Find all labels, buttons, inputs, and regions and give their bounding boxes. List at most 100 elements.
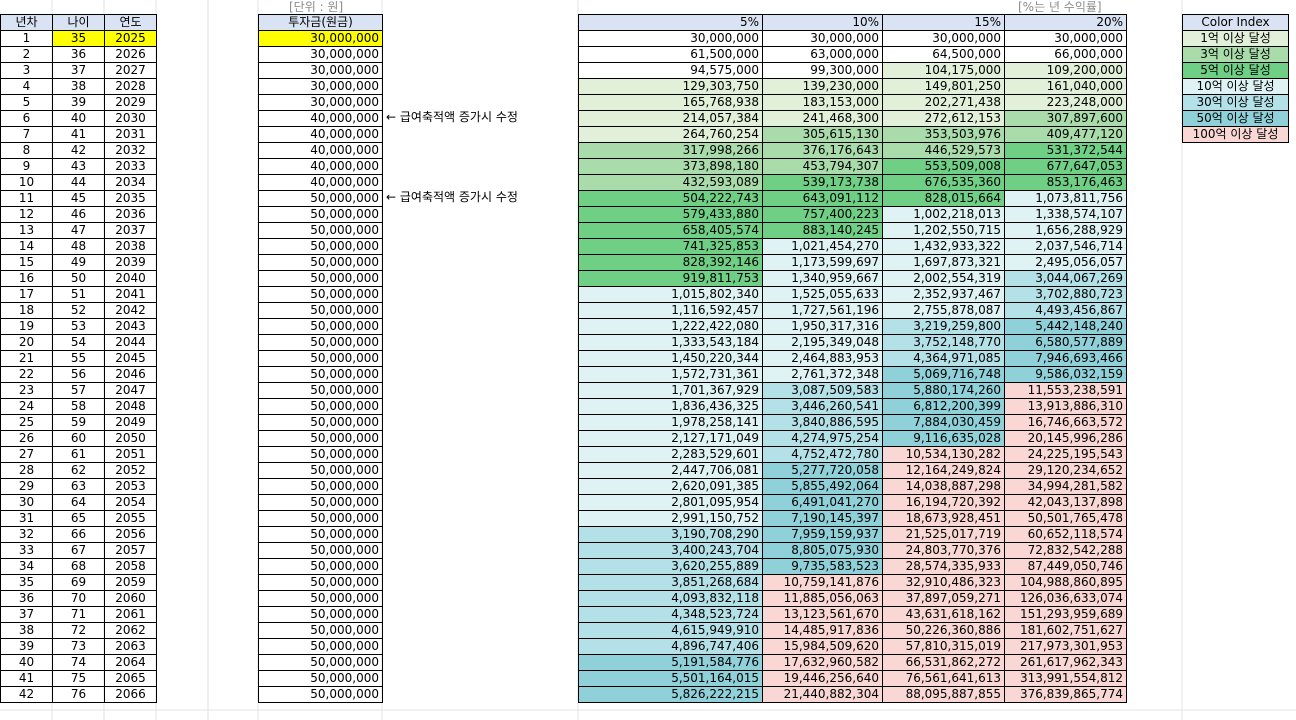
cell-return-5[interactable]: 4,093,832,118 xyxy=(578,590,763,607)
cell-year-index[interactable]: 28 xyxy=(0,462,53,479)
cell-return-20[interactable]: 376,839,865,774 xyxy=(1004,686,1127,703)
cell-year-index[interactable]: 38 xyxy=(0,622,53,639)
cell-return-10[interactable]: 1,950,317,316 xyxy=(762,318,883,335)
cell-return-5[interactable]: 2,801,095,954 xyxy=(578,494,763,511)
cell-return-10[interactable]: 1,727,561,196 xyxy=(762,302,883,319)
cell-return-15[interactable]: 446,529,573 xyxy=(882,142,1005,159)
cell-return-10[interactable]: 1,340,959,667 xyxy=(762,270,883,287)
cell-return-15[interactable]: 149,801,250 xyxy=(882,78,1005,95)
cell-investment[interactable]: 50,000,000 xyxy=(258,254,383,271)
cell-investment[interactable]: 50,000,000 xyxy=(258,334,383,351)
cell-return-10[interactable]: 63,000,000 xyxy=(762,46,883,63)
cell-year-index[interactable]: 9 xyxy=(0,158,53,175)
cell-return-10[interactable]: 13,123,561,670 xyxy=(762,606,883,623)
cell-age[interactable]: 45 xyxy=(52,190,105,207)
cell-return-20[interactable]: 151,293,959,689 xyxy=(1004,606,1127,623)
cell-investment[interactable]: 50,000,000 xyxy=(258,686,383,703)
cell-return-5[interactable]: 432,593,089 xyxy=(578,174,763,191)
cell-return-20[interactable]: 13,913,886,310 xyxy=(1004,398,1127,415)
cell-age[interactable]: 59 xyxy=(52,414,105,431)
cell-return-20[interactable]: 29,120,234,652 xyxy=(1004,462,1127,479)
cell-age[interactable]: 52 xyxy=(52,302,105,319)
cell-return-20[interactable]: 20,145,996,286 xyxy=(1004,430,1127,447)
cell-age[interactable]: 43 xyxy=(52,158,105,175)
cell-return-10[interactable]: 183,153,000 xyxy=(762,94,883,111)
cell-return-10[interactable]: 4,752,472,780 xyxy=(762,446,883,463)
cell-return-15[interactable]: 12,164,249,824 xyxy=(882,462,1005,479)
cell-year-index[interactable]: 25 xyxy=(0,414,53,431)
cell-return-20[interactable]: 2,037,546,714 xyxy=(1004,238,1127,255)
cell-return-20[interactable]: 4,493,456,867 xyxy=(1004,302,1127,319)
cell-year-index[interactable]: 40 xyxy=(0,654,53,671)
cell-return-20[interactable]: 223,248,000 xyxy=(1004,94,1127,111)
cell-year[interactable]: 2053 xyxy=(104,478,157,495)
cell-return-10[interactable]: 4,274,975,254 xyxy=(762,430,883,447)
cell-age[interactable]: 40 xyxy=(52,110,105,127)
cell-year-index[interactable]: 33 xyxy=(0,542,53,559)
cell-year[interactable]: 2049 xyxy=(104,414,157,431)
cell-year[interactable]: 2026 xyxy=(104,46,157,63)
cell-return-5[interactable]: 2,127,171,049 xyxy=(578,430,763,447)
cell-return-15[interactable]: 5,880,174,260 xyxy=(882,382,1005,399)
cell-return-5[interactable]: 1,572,731,361 xyxy=(578,366,763,383)
cell-investment[interactable]: 50,000,000 xyxy=(258,558,383,575)
cell-return-10[interactable]: 7,959,159,937 xyxy=(762,526,883,543)
cell-year[interactable]: 2051 xyxy=(104,446,157,463)
cell-age[interactable]: 68 xyxy=(52,558,105,575)
cell-return-5[interactable]: 61,500,000 xyxy=(578,46,763,63)
cell-return-5[interactable]: 129,303,750 xyxy=(578,78,763,95)
cell-age[interactable]: 39 xyxy=(52,94,105,111)
cell-investment[interactable]: 50,000,000 xyxy=(258,606,383,623)
cell-return-20[interactable]: 6,580,577,889 xyxy=(1004,334,1127,351)
cell-return-20[interactable]: 16,746,663,572 xyxy=(1004,414,1127,431)
cell-age[interactable]: 48 xyxy=(52,238,105,255)
cell-year-index[interactable]: 17 xyxy=(0,286,53,303)
cell-age[interactable]: 36 xyxy=(52,46,105,63)
cell-return-10[interactable]: 1,021,454,270 xyxy=(762,238,883,255)
cell-investment[interactable]: 30,000,000 xyxy=(258,46,383,63)
cell-return-10[interactable]: 17,632,960,582 xyxy=(762,654,883,671)
cell-investment[interactable]: 50,000,000 xyxy=(258,542,383,559)
cell-age[interactable]: 51 xyxy=(52,286,105,303)
cell-return-5[interactable]: 1,222,422,080 xyxy=(578,318,763,335)
cell-investment[interactable]: 40,000,000 xyxy=(258,174,383,191)
cell-investment[interactable]: 50,000,000 xyxy=(258,382,383,399)
cell-return-5[interactable]: 1,333,543,184 xyxy=(578,334,763,351)
cell-year-index[interactable]: 14 xyxy=(0,238,53,255)
cell-investment[interactable]: 50,000,000 xyxy=(258,574,383,591)
legend-item[interactable]: 5억 이상 달성 xyxy=(1182,62,1289,79)
cell-investment[interactable]: 50,000,000 xyxy=(258,366,383,383)
cell-investment[interactable]: 40,000,000 xyxy=(258,110,383,127)
cell-age[interactable]: 60 xyxy=(52,430,105,447)
cell-age[interactable]: 42 xyxy=(52,142,105,159)
cell-age[interactable]: 58 xyxy=(52,398,105,415)
cell-age[interactable]: 37 xyxy=(52,62,105,79)
cell-return-5[interactable]: 1,450,220,344 xyxy=(578,350,763,367)
cell-age[interactable]: 50 xyxy=(52,270,105,287)
cell-return-5[interactable]: 5,501,164,015 xyxy=(578,670,763,687)
cell-return-10[interactable]: 539,173,738 xyxy=(762,174,883,191)
cell-year-index[interactable]: 22 xyxy=(0,366,53,383)
cell-investment[interactable]: 50,000,000 xyxy=(258,302,383,319)
cell-return-20[interactable]: 11,553,238,591 xyxy=(1004,382,1127,399)
cell-age[interactable]: 46 xyxy=(52,206,105,223)
cell-return-10[interactable]: 99,300,000 xyxy=(762,62,883,79)
cell-investment[interactable]: 50,000,000 xyxy=(258,494,383,511)
cell-year[interactable]: 2028 xyxy=(104,78,157,95)
cell-age[interactable]: 47 xyxy=(52,222,105,239)
cell-age[interactable]: 63 xyxy=(52,478,105,495)
cell-year[interactable]: 2056 xyxy=(104,526,157,543)
cell-year-index[interactable]: 21 xyxy=(0,350,53,367)
cell-return-5[interactable]: 2,620,091,385 xyxy=(578,478,763,495)
cell-age[interactable]: 41 xyxy=(52,126,105,143)
cell-return-5[interactable]: 4,348,523,724 xyxy=(578,606,763,623)
cell-age[interactable]: 72 xyxy=(52,622,105,639)
cell-year[interactable]: 2036 xyxy=(104,206,157,223)
cell-return-15[interactable]: 88,095,887,855 xyxy=(882,686,1005,703)
cell-return-5[interactable]: 94,575,000 xyxy=(578,62,763,79)
cell-return-10[interactable]: 2,195,349,048 xyxy=(762,334,883,351)
cell-age[interactable]: 70 xyxy=(52,590,105,607)
cell-return-20[interactable]: 677,647,053 xyxy=(1004,158,1127,175)
cell-return-15[interactable]: 32,910,486,323 xyxy=(882,574,1005,591)
cell-year[interactable]: 2046 xyxy=(104,366,157,383)
